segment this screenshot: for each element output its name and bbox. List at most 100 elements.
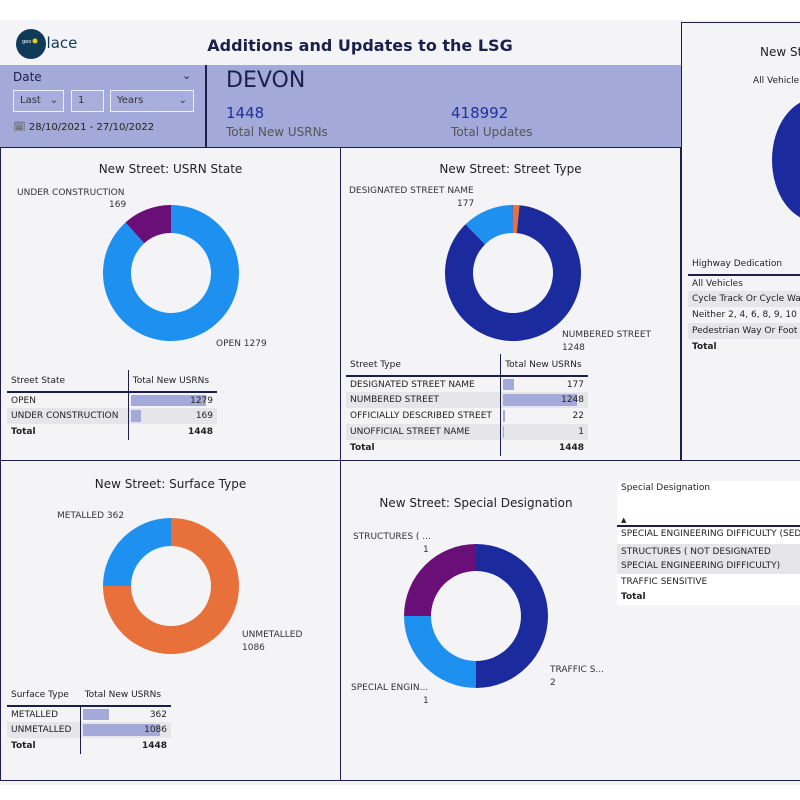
table-row: All Vehicles bbox=[692, 278, 743, 289]
chevron-down-icon: ⌄ bbox=[49, 95, 58, 106]
label-open: OPEN 1279 bbox=[216, 339, 267, 349]
col-street-state[interactable]: Street State bbox=[11, 375, 66, 386]
row-value-text: 1 bbox=[578, 427, 584, 437]
total-row: Total 1448 bbox=[7, 738, 171, 754]
area-name: DEVON bbox=[226, 68, 306, 93]
usrn-state-panel: New Street: USRN State UNDER CONSTRUCTIO… bbox=[0, 147, 341, 461]
col-total-new-usrns[interactable]: Total New USRNs bbox=[127, 370, 217, 392]
row-value: 1248 bbox=[500, 392, 588, 408]
col-total-new-usrns[interactable]: Total New USRNs bbox=[500, 354, 588, 376]
row-value: 22 bbox=[500, 408, 588, 424]
highway-label: All Vehicle bbox=[753, 76, 800, 86]
row-label: DESIGNATED STREET NAME bbox=[350, 379, 475, 390]
header-bar bbox=[0, 20, 680, 65]
donut-slice-numbered[interactable] bbox=[445, 205, 581, 341]
total-label: Total bbox=[350, 443, 375, 453]
col-highway-dedication[interactable]: Highway Dedication bbox=[692, 258, 783, 269]
row-text: STRUCTURES ( NOT DESIGNATED SPECIAL ENGI… bbox=[621, 547, 781, 571]
value-special-engineering: 1 bbox=[423, 696, 429, 706]
period-mode-select[interactable]: Last ⌄ bbox=[13, 90, 64, 112]
table-row: METALLED 362 bbox=[7, 706, 171, 722]
highway-title: New St bbox=[760, 45, 800, 59]
value-under-construction: 169 bbox=[109, 200, 127, 210]
kpi-new-usrns-label: Total New USRNs bbox=[226, 125, 328, 139]
donut-slice-structures[interactable] bbox=[404, 544, 476, 616]
col-special-designation[interactable]: Special Designation bbox=[621, 483, 711, 493]
col-total-new-usrns[interactable]: Total New USRNs bbox=[84, 689, 162, 700]
label-metalled: METALLED 362 bbox=[57, 511, 125, 521]
total-row: Total bbox=[621, 592, 646, 602]
date-range: 🗓 28/10/2021 - 27/10/2022 bbox=[13, 122, 154, 133]
period-unit-select[interactable]: Years ⌄ bbox=[110, 90, 194, 112]
row-value: 362 bbox=[80, 706, 171, 722]
geoplace-logo: geo place bbox=[16, 29, 77, 59]
row-label: OPEN bbox=[11, 395, 36, 406]
table-row: UNOFFICIAL STREET NAME 1 bbox=[346, 424, 588, 440]
pie-slice-all-vehicles bbox=[772, 102, 800, 218]
date-label: Date bbox=[13, 70, 42, 84]
total-value: 1448 bbox=[500, 440, 588, 456]
donut-slice-unmetalled[interactable] bbox=[103, 518, 239, 654]
donut-slice-open[interactable] bbox=[103, 205, 239, 341]
highway-pie bbox=[772, 102, 800, 218]
kpi-updates-label: Total Updates bbox=[451, 125, 533, 139]
table-row: Cycle Track Or Cycle Wa bbox=[692, 294, 800, 304]
usrn-state-donut bbox=[103, 205, 239, 341]
row-value-text: 169 bbox=[195, 411, 213, 421]
donut-slice-metalled[interactable] bbox=[103, 518, 171, 586]
label-numbered: NUMBERED STREET bbox=[562, 330, 652, 340]
donut-slice-designated[interactable] bbox=[465, 205, 513, 245]
label-structures: STRUCTURES ( ... bbox=[353, 532, 431, 542]
row-label: UNOFFICIAL STREET NAME bbox=[350, 427, 470, 437]
table-row: NUMBERED STREET 1248 bbox=[346, 392, 588, 408]
table-row: SPECIAL ENGINEERING DIFFICULTY (SED bbox=[621, 529, 800, 539]
surface-type-title: New Street: Surface Type bbox=[94, 477, 247, 491]
table-row: Neither 2, 4, 6, 8, 9, 10 bbox=[692, 310, 797, 320]
value-unmetalled: 1086 bbox=[242, 643, 265, 653]
page-title: Additions and Updates to the LSG bbox=[207, 36, 513, 55]
special-title: New Street: Special Designation bbox=[379, 496, 573, 510]
total-row: Total 1448 bbox=[346, 440, 588, 456]
surface-type-panel: New Street: Surface Type METALLED 362 UN… bbox=[0, 460, 341, 781]
row-value-text: 1248 bbox=[561, 395, 584, 405]
col-surface-type[interactable]: Surface Type bbox=[11, 689, 69, 700]
row-value: 169 bbox=[127, 408, 217, 424]
special-table: Special Designation ▲ SPECIAL ENGINEERIN… bbox=[617, 481, 800, 605]
row-value-text: 1279 bbox=[190, 395, 213, 406]
donut-slice-under-construction[interactable] bbox=[125, 205, 171, 244]
label-traffic-sensitive: TRAFFIC S... bbox=[550, 665, 604, 675]
period-unit-value: Years bbox=[117, 95, 144, 106]
chevron-down-icon: ⌄ bbox=[178, 95, 187, 106]
label-special-engineering: SPECIAL ENGIN... bbox=[351, 683, 429, 693]
street-type-title: New Street: Street Type bbox=[439, 162, 582, 176]
value-bar bbox=[83, 724, 160, 736]
date-slicer: Date ⌄ Last ⌄ 1 Years ⌄ 🗓 28/10/2021 - 27/… bbox=[0, 65, 207, 147]
special-designation-donut bbox=[404, 544, 548, 688]
donut-slice-special-engineering[interactable] bbox=[404, 616, 476, 688]
sort-ascending-icon[interactable]: ▲ bbox=[621, 516, 627, 524]
table-row: DESIGNATED STREET NAME 177 bbox=[346, 376, 588, 392]
period-count-input[interactable]: 1 bbox=[71, 90, 104, 112]
value-traffic-sensitive: 2 bbox=[550, 678, 556, 688]
row-label: UNMETALLED bbox=[11, 725, 72, 735]
value-bar bbox=[503, 379, 514, 390]
label-designated: DESIGNATED STREET NAME bbox=[349, 186, 474, 196]
row-value-text: 177 bbox=[566, 379, 584, 390]
header-divider bbox=[617, 525, 800, 527]
calendar-icon: 🗓 bbox=[13, 122, 26, 133]
table-row: OFFICIALLY DESCRIBED STREET 22 bbox=[346, 408, 588, 424]
total-value: 1448 bbox=[127, 424, 217, 440]
donut-slice-officially-described[interactable] bbox=[513, 205, 520, 234]
chevron-down-icon[interactable]: ⌄ bbox=[182, 69, 192, 82]
value-structures: 1 bbox=[423, 545, 429, 555]
table-row: Pedestrian Way Or Foot bbox=[692, 326, 798, 336]
special-designation-panel: New Street: Special Designation STRUCTUR… bbox=[340, 460, 800, 781]
label-unmetalled: UNMETALLED bbox=[242, 630, 303, 640]
col-street-type[interactable]: Street Type bbox=[350, 359, 401, 370]
row-value-text: 362 bbox=[149, 709, 167, 720]
row-value: 1086 bbox=[80, 722, 171, 738]
highway-dedication-panel: New St All Vehicle Highway Dedication Al… bbox=[681, 22, 800, 461]
donut-slice-traffic-sensitive[interactable] bbox=[476, 544, 548, 688]
row-label: NUMBERED STREET bbox=[350, 395, 440, 405]
value-bar bbox=[83, 709, 109, 720]
